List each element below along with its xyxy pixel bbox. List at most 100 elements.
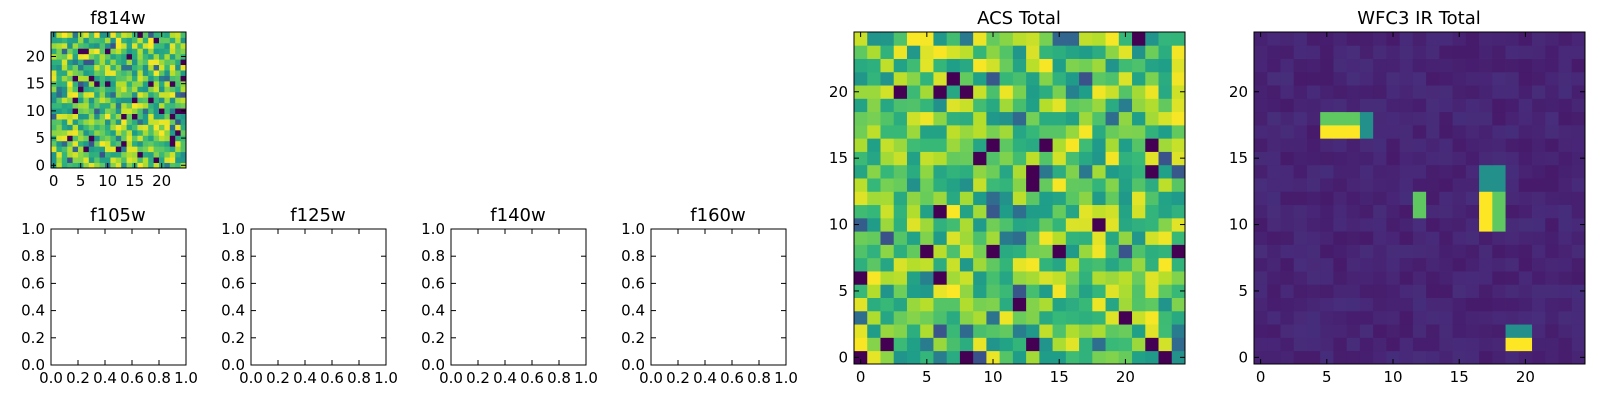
heatmap-cell — [1158, 164, 1173, 179]
heatmap-cell — [946, 164, 961, 179]
heatmap-cell — [1293, 310, 1308, 325]
heatmap-cell — [1118, 310, 1133, 325]
heatmap-cell — [1492, 337, 1506, 352]
heatmap-cell — [1092, 138, 1106, 152]
heatmap-cell — [72, 53, 79, 60]
heatmap-cell — [1505, 297, 1520, 312]
x-tick-label: 0.2 — [666, 369, 690, 387]
heatmap-cell — [1399, 178, 1414, 192]
heatmap-cell — [67, 37, 73, 44]
x-tick-label: 10 — [983, 368, 1002, 386]
heatmap-cell — [61, 162, 68, 169]
heatmap-cell — [164, 37, 171, 44]
heatmap-cell — [1293, 58, 1308, 73]
heatmap-cell — [1012, 324, 1027, 338]
heatmap-cell — [1280, 191, 1295, 206]
heatmap-cell — [148, 97, 154, 104]
heatmap-cell — [164, 108, 171, 114]
heatmap-cell — [1346, 350, 1361, 365]
heatmap-cell — [1039, 297, 1053, 312]
heatmap-cell — [1171, 297, 1186, 312]
x-tick-label: 0.8 — [547, 369, 571, 387]
heatmap-cell — [132, 80, 138, 87]
heatmap-cell — [1145, 98, 1159, 113]
heatmap-cell — [1359, 58, 1374, 73]
heatmap-cell — [169, 129, 176, 136]
heatmap-cell — [142, 53, 149, 60]
heatmap-cell — [126, 129, 133, 136]
heatmap-cell — [1412, 124, 1427, 139]
heatmap-cell — [83, 37, 90, 44]
x-tick-label: 1.0 — [374, 369, 398, 387]
heatmap-cell — [1545, 138, 1559, 152]
heatmap-cell — [61, 70, 68, 76]
heatmap-cell — [1158, 310, 1173, 325]
heatmap-cell — [1359, 71, 1374, 86]
heatmap-cell — [1346, 217, 1361, 232]
heatmap-cell — [88, 102, 95, 109]
heatmap-cell — [164, 86, 171, 93]
heatmap-cell — [1052, 32, 1067, 46]
heatmap-cell — [959, 58, 974, 73]
heatmap-cell — [1532, 71, 1546, 86]
heatmap-cell — [148, 86, 154, 93]
heatmap-cell — [973, 257, 987, 272]
heatmap-cell — [1118, 32, 1133, 46]
heatmap-cell — [1412, 271, 1427, 285]
heatmap-cell — [946, 337, 961, 352]
heatmap-cell — [1558, 231, 1573, 245]
heatmap-cell — [880, 244, 895, 259]
heatmap-cell — [72, 129, 79, 136]
heatmap-cell — [148, 135, 154, 142]
heatmap-cell — [1505, 124, 1520, 139]
heatmap-cell — [51, 59, 57, 66]
heatmap-cell — [169, 70, 176, 76]
heatmap-cell — [920, 191, 934, 206]
heatmap-cell — [1518, 297, 1533, 312]
heatmap-cell — [1439, 297, 1453, 312]
heatmap-cell — [893, 32, 908, 46]
heatmap-cell — [1518, 124, 1533, 139]
heatmap-cell — [99, 53, 106, 60]
heatmap-cell — [1293, 98, 1308, 113]
heatmap-cell — [148, 113, 154, 120]
heatmap-cell — [88, 53, 95, 60]
heatmap-cell — [1558, 45, 1573, 59]
heatmap-cell — [1132, 284, 1146, 298]
heatmap-cell — [1145, 85, 1159, 99]
heatmap-cell — [920, 151, 934, 166]
heatmap-cell — [110, 53, 117, 60]
heatmap-cell — [1346, 32, 1361, 46]
heatmap-cell — [906, 191, 921, 206]
y-tick-label: 0.4 — [621, 302, 645, 320]
heatmap-cell — [906, 138, 921, 152]
heatmap-cell — [1280, 164, 1295, 179]
heatmap-cell — [1386, 310, 1401, 325]
heatmap-cell — [1373, 284, 1387, 298]
heatmap-cell — [115, 75, 122, 82]
heatmap-cell — [867, 85, 881, 99]
heatmap-cell — [1320, 324, 1334, 338]
heatmap-cell — [1426, 45, 1440, 59]
heatmap-cell — [906, 257, 921, 272]
heatmap-cell — [159, 124, 165, 131]
heatmap-cell — [1426, 297, 1440, 312]
heatmap-cell — [148, 102, 154, 109]
heatmap-cell — [906, 310, 921, 325]
heatmap-cell — [1386, 257, 1401, 272]
heatmap-cell — [1145, 337, 1159, 352]
heatmap-cell — [959, 297, 974, 312]
y-tick-label: 0.2 — [21, 329, 45, 347]
heatmap-cell — [1558, 71, 1573, 86]
heatmap-cell — [1320, 271, 1334, 285]
heatmap-cell — [56, 124, 63, 131]
heatmap-cell — [1105, 71, 1120, 86]
heatmap-cell — [115, 108, 122, 114]
heatmap-cell — [1333, 257, 1348, 272]
heatmap-cell — [920, 284, 934, 298]
y-tick-label: 0.6 — [21, 274, 45, 292]
heatmap-cell — [959, 151, 974, 166]
heatmap-cell — [1505, 32, 1520, 46]
heatmap-cell — [115, 32, 122, 38]
